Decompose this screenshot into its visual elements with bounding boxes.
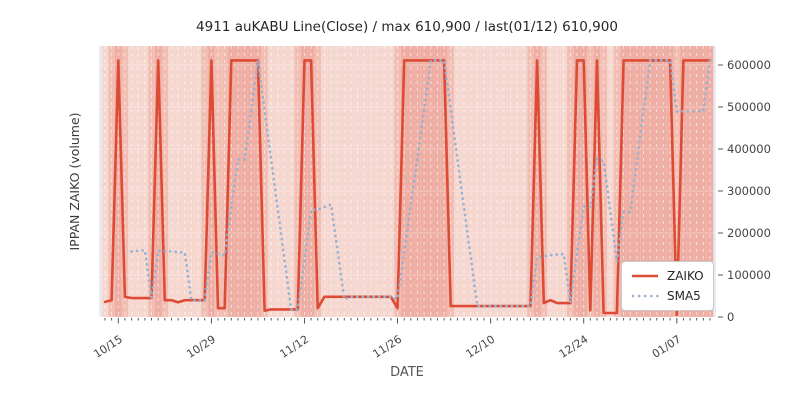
x-tick-label: 01/07 (650, 333, 684, 361)
chart-title: 4911 auKABU Line(Close) / max 610,900 / … (196, 19, 618, 35)
y-axis-label: IPPAN ZAIKO (volume) (67, 112, 82, 250)
x-axis-label: DATE (390, 365, 424, 380)
y-tick-label: 100000 (727, 268, 771, 282)
zaiko-line (103, 59, 712, 317)
y-tick-label: 200000 (727, 226, 771, 240)
legend-item-zaiko: ZAIKO (631, 270, 704, 282)
y-tick-label: 300000 (727, 184, 771, 198)
data-series (103, 59, 712, 317)
legend-label-zaiko: ZAIKO (667, 269, 704, 283)
x-tick-label: 10/29 (184, 333, 218, 361)
legend-label-sma5: SMA5 (667, 289, 701, 303)
y-tick-label: 400000 (727, 142, 771, 156)
x-tick-label: 11/12 (277, 333, 311, 361)
sma5-line (130, 59, 712, 312)
sma5-line-swatch (631, 294, 659, 298)
x-tick-label: 10/15 (91, 333, 125, 361)
legend: ZAIKO SMA5 (621, 261, 714, 311)
y-tick-label: 500000 (727, 100, 771, 114)
x-tick-label: 12/10 (464, 333, 498, 361)
zaiko-line-swatch (632, 274, 658, 278)
gridlines (99, 46, 716, 318)
x-tick-label: 11/26 (370, 333, 404, 361)
legend-item-sma5: SMA5 (631, 290, 704, 302)
x-tick-label: 12/24 (557, 333, 591, 361)
y-tick-label: 600000 (727, 58, 771, 72)
y-tick-label: 0 (727, 310, 734, 324)
